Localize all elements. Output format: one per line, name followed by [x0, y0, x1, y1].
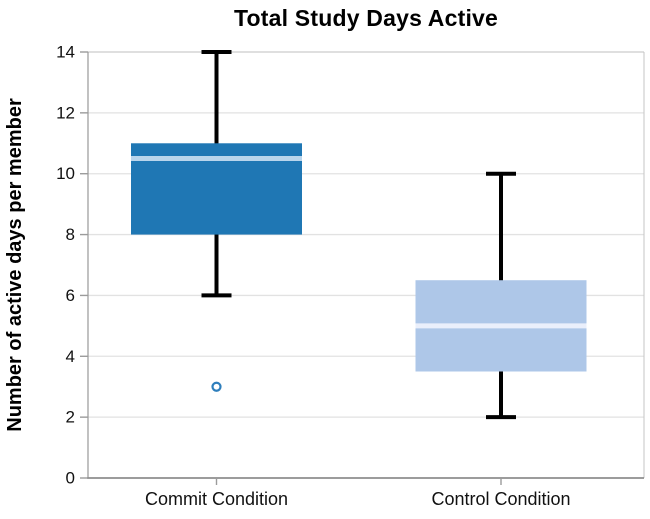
y-tick-label: 4 [66, 347, 75, 366]
y-tick-label: 12 [56, 103, 75, 122]
y-tick-label: 8 [66, 225, 75, 244]
chart-title: Total Study Days Active [233, 5, 499, 31]
y-tick-label: 0 [66, 469, 75, 488]
x-tick-label: Commit Condition [145, 489, 288, 509]
y-tick-label: 14 [56, 43, 75, 62]
y-tick-label: 6 [66, 286, 75, 305]
y-tick-label: 2 [66, 408, 75, 427]
outlier-point-commit-condition [211, 381, 222, 392]
x-tick-label: Control Condition [431, 489, 570, 509]
y-tick-label: 10 [56, 164, 75, 183]
